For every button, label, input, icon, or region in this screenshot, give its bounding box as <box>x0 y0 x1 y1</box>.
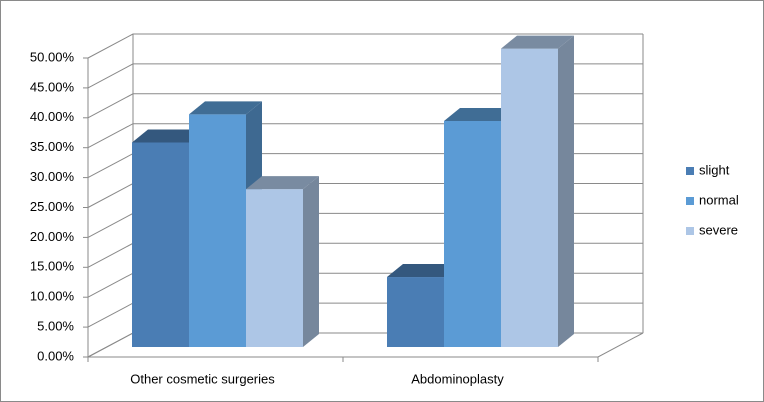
y-tick-label: 20.00% <box>30 229 75 244</box>
bar <box>132 142 189 347</box>
bar <box>501 48 558 348</box>
bar-side <box>303 176 319 347</box>
y-tick-label: 15.00% <box>30 259 75 274</box>
y-tick-label: 5.00% <box>37 319 74 334</box>
legend-label: slight <box>699 162 730 177</box>
bar <box>189 114 246 348</box>
y-tick-label: 40.00% <box>30 109 75 124</box>
bar-side <box>558 35 574 348</box>
legend-label: normal <box>699 192 739 207</box>
bar <box>444 120 501 348</box>
y-tick-label: 0.00% <box>37 348 74 363</box>
grid-line <box>87 93 643 119</box>
bar-top <box>501 35 574 49</box>
bar-top <box>246 176 319 190</box>
y-tick-label: 30.00% <box>30 169 75 184</box>
y-tick-label: 35.00% <box>30 139 75 154</box>
bar-top <box>132 129 205 143</box>
grid-line <box>87 33 643 59</box>
y-tick-label: 25.00% <box>30 199 75 214</box>
x-tick-label: Other cosmetic surgeries <box>130 371 275 386</box>
grid-line <box>87 63 643 89</box>
bar <box>387 277 444 347</box>
bar-top <box>189 101 262 115</box>
bar-top <box>387 264 460 278</box>
legend-swatch <box>686 227 694 235</box>
legend-swatch <box>686 167 694 175</box>
bar-top <box>444 107 517 121</box>
y-tick-label: 45.00% <box>30 79 75 94</box>
legend-label: severe <box>699 222 738 237</box>
y-tick-label: 50.00% <box>30 49 75 64</box>
legend-swatch <box>686 197 694 205</box>
x-tick-label: Abdominoplasty <box>411 371 504 386</box>
bar <box>246 189 303 347</box>
y-tick-label: 10.00% <box>30 289 75 304</box>
